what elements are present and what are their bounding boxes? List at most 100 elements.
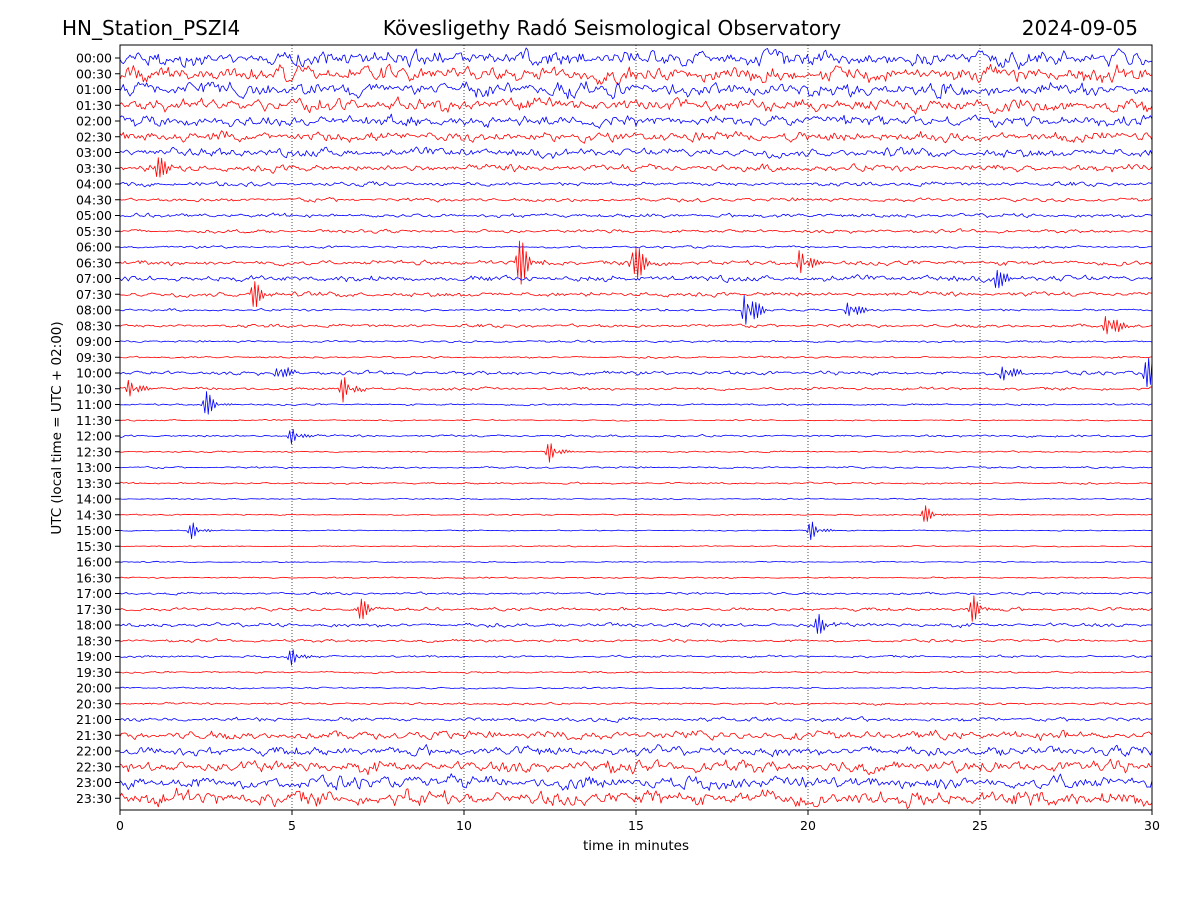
trace-0400 [119,181,1153,188]
row-label: 18:30 [76,633,112,648]
trace-1800 [119,613,1153,634]
x-tick-label: 30 [1144,818,1160,833]
row-label: 02:30 [76,129,112,144]
trace-1600 [120,560,1153,564]
trace-2330 [119,787,1153,810]
row-label: 08:30 [76,318,112,333]
chart-date: 2024-09-05 [1022,16,1138,40]
trace-1630 [119,576,1153,580]
row-label: 03:00 [76,145,112,160]
trace-2230 [119,758,1153,776]
trace-0430 [119,196,1153,203]
row-label: 05:00 [76,208,112,223]
row-label: 06:30 [76,255,112,270]
row-label: 13:00 [76,460,112,475]
x-tick-label: 5 [288,818,296,833]
row-label: 11:00 [76,397,112,412]
row-label: 17:30 [76,602,112,617]
row-label: 01:00 [76,82,112,97]
trace-1030 [119,377,1153,403]
trace-2300 [119,773,1153,791]
row-label: 14:00 [76,492,112,507]
plot-frame [119,44,1153,811]
grid-lines [291,45,981,810]
row-label: 00:00 [76,51,112,66]
row-label: 07:30 [76,287,112,302]
row-label: 23:30 [76,791,112,806]
row-label: 03:30 [76,161,112,176]
trace-0330 [119,157,1153,178]
row-label: 22:00 [76,744,112,759]
row-label: 15:00 [76,523,112,538]
row-label: 04:00 [76,177,112,192]
trace-1230 [119,443,1153,463]
row-label: 05:30 [76,224,112,239]
trace-1700 [119,591,1153,596]
row-label: 07:00 [76,271,112,286]
trace-layer [119,47,1153,810]
row-label: 14:30 [76,507,112,522]
row-label: 19:30 [76,665,112,680]
trace-2200 [119,744,1153,758]
row-label: 09:00 [76,334,112,349]
row-label: 20:00 [76,681,112,696]
x-axis-label: time in minutes [583,838,689,854]
trace-1300 [119,466,1153,470]
station-name: HN_Station_PSZI4 [62,16,240,40]
trace-0900 [119,339,1153,344]
trace-2000 [119,686,1153,690]
row-label: 17:00 [76,586,112,601]
x-tick-label: 15 [628,818,644,833]
trace-2130 [119,729,1153,741]
row-label: 21:30 [76,728,112,743]
row-label: 12:00 [76,429,112,444]
row-label: 15:30 [76,539,112,554]
trace-0530 [119,228,1153,234]
trace-0200 [119,113,1153,129]
row-label: 23:00 [76,775,112,790]
row-label: 06:00 [76,240,112,255]
trace-0630 [119,240,1153,285]
row-label: 04:30 [76,192,112,207]
row-label: 10:00 [76,366,112,381]
trace-0500 [119,212,1153,219]
trace-2100 [119,716,1153,723]
row-label: 12:30 [76,444,112,459]
trace-1130 [119,419,1153,422]
trace-1200 [119,428,1153,445]
row-label: 20:30 [76,696,112,711]
trace-0730 [119,281,1153,308]
row-label: 22:30 [76,759,112,774]
trace-2030 [119,701,1153,706]
row-label: 18:00 [76,618,112,633]
row-label: 02:00 [76,114,112,129]
trace-0230 [119,130,1153,144]
trace-0800 [119,294,1153,325]
trace-1400 [119,497,1153,501]
row-label: 00:30 [76,66,112,81]
trace-0100 [119,81,1153,100]
x-tick-label: 0 [116,818,124,833]
row-label: 01:30 [76,98,112,113]
row-label: 10:30 [76,381,112,396]
trace-1000 [119,357,1153,388]
x-ticks: 0 5 10 15 20 25 30 [116,810,1160,833]
trace-0930 [119,355,1153,359]
trace-1930 [119,670,1153,674]
row-label: 11:30 [76,413,112,428]
y-axis-label: UTC (local time = UTC + 02:00) [49,321,65,534]
trace-1730 [119,595,1153,622]
trace-0300 [119,146,1153,159]
trace-1500 [120,521,1153,541]
trace-0030 [119,63,1153,86]
trace-1100 [119,391,1153,415]
row-labels: 00:0000:3001:0001:3002:0002:3003:0003:30… [76,51,120,806]
trace-0000 [119,47,1153,70]
row-label: 08:00 [76,303,112,318]
row-label: 16:30 [76,570,112,585]
trace-1530 [119,545,1153,548]
x-tick-label: 20 [800,818,816,833]
trace-1430 [119,505,1153,522]
trace-0830 [119,316,1153,335]
